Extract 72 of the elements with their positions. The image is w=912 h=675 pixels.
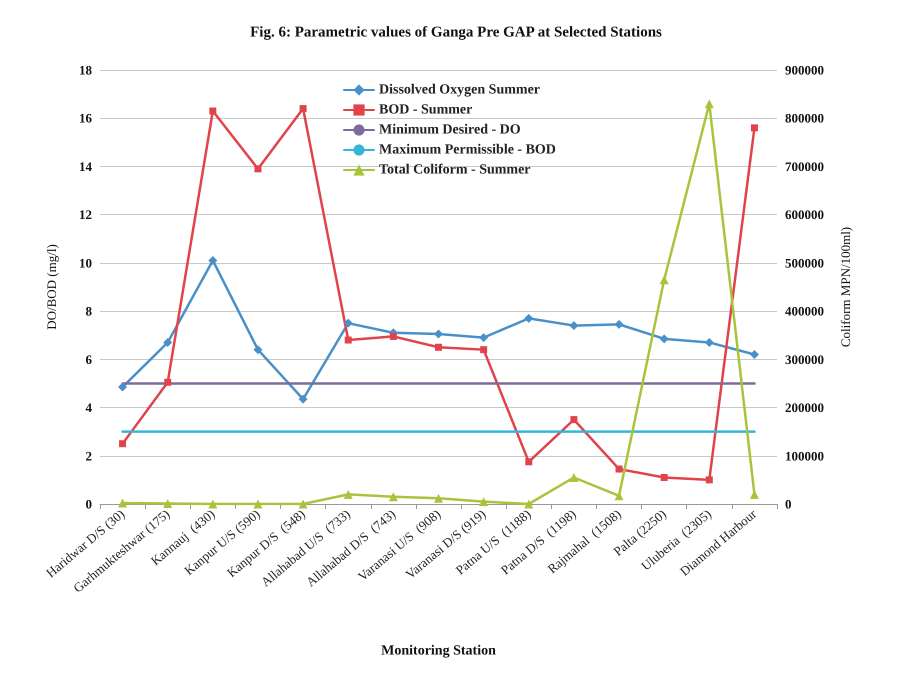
point	[750, 350, 759, 360]
point	[435, 344, 442, 351]
point	[524, 314, 534, 323]
point	[253, 500, 262, 508]
point	[569, 472, 578, 482]
point	[208, 256, 218, 265]
y-tick-label: 16	[79, 110, 92, 126]
point	[208, 500, 218, 508]
legend-label: Minimum Desired - DO	[379, 122, 521, 138]
point	[163, 338, 172, 347]
point	[524, 500, 534, 508]
y2-tick-label: 800000	[785, 110, 824, 126]
point	[525, 458, 532, 466]
y-tick-label: 18	[79, 62, 92, 78]
point	[298, 500, 308, 508]
y2-tick-label: 700000	[785, 158, 824, 174]
point	[434, 330, 443, 339]
legend-label: BOD - Summer	[379, 102, 472, 118]
y2-tick-label: 900000	[785, 62, 824, 78]
point	[344, 336, 352, 344]
y-tick-label: 8	[86, 304, 92, 319]
point	[569, 321, 578, 330]
point	[479, 497, 488, 506]
point	[118, 498, 128, 508]
y2-tick-label: 500000	[785, 255, 824, 270]
point	[390, 332, 397, 340]
y-tick-label: 6	[86, 352, 92, 367]
y2-tick-label: 0	[785, 496, 792, 512]
point	[704, 99, 714, 108]
point	[480, 346, 488, 354]
legend-label: Maximum Permissible - BOD	[379, 142, 556, 158]
point	[300, 105, 307, 112]
x-axis-title: Monitoring Station	[381, 644, 496, 658]
point	[209, 107, 216, 114]
chart-title: Fig. 6: Parametric values of Ganga Pre GAP at Selected Stations	[250, 24, 662, 40]
point	[434, 494, 443, 503]
point	[706, 476, 713, 484]
legend-label: Total Coliform - Summer	[379, 162, 531, 178]
point	[616, 466, 623, 473]
y2-tick-label: 200000	[785, 400, 824, 416]
point	[344, 490, 353, 499]
point	[479, 333, 488, 342]
point	[660, 474, 668, 481]
legend-label: Dissolved Oxygen Summer	[379, 82, 540, 98]
point	[163, 499, 172, 508]
point	[119, 440, 126, 448]
point	[164, 378, 172, 386]
y-tick-label: 10	[79, 255, 92, 270]
point	[660, 334, 669, 344]
point	[253, 345, 262, 354]
y-tick-label: 0	[86, 496, 92, 512]
y2-tick-label: 300000	[785, 352, 824, 367]
y2-tick-label: 400000	[785, 304, 824, 319]
y-tick-label: 12	[79, 207, 92, 222]
y-tick-label: 4	[86, 400, 92, 416]
y2-axis-title: Coliform MPN/100ml)	[838, 226, 853, 348]
point	[660, 275, 669, 284]
point	[750, 124, 758, 132]
point	[344, 318, 353, 328]
y2-tick-label: 100000	[785, 448, 824, 464]
point	[570, 416, 578, 424]
y-axis-title: DO/BOD (mg/l)	[44, 244, 59, 330]
point	[254, 165, 262, 172]
point	[614, 320, 624, 329]
point	[704, 338, 714, 347]
point	[298, 394, 308, 404]
point	[614, 491, 624, 500]
point	[388, 492, 398, 502]
y2-tick-label: 600000	[785, 207, 824, 222]
point	[118, 382, 128, 392]
y-tick-label: 14	[79, 158, 92, 174]
y-tick-label: 2	[86, 448, 92, 464]
